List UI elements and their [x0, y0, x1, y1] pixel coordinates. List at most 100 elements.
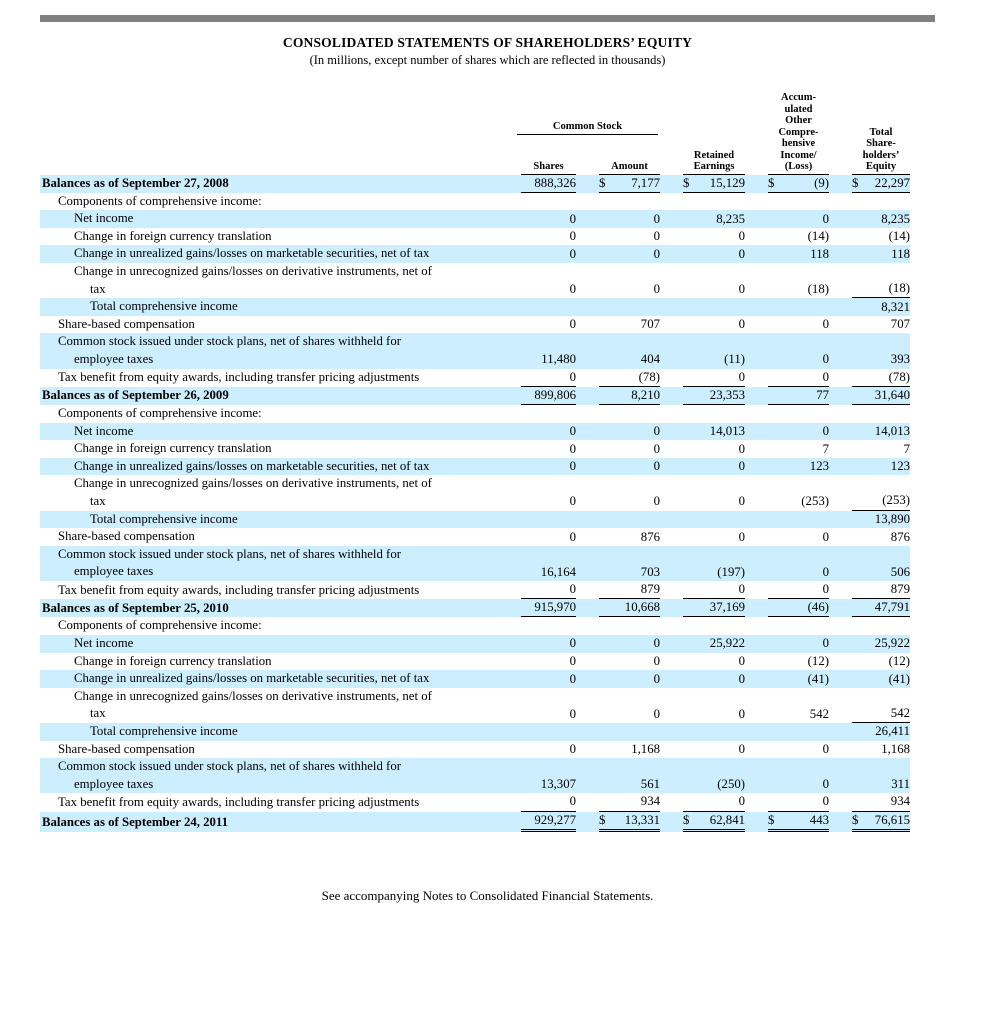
row-label-line: employee taxes: [74, 352, 154, 367]
cell-value: (14): [807, 229, 829, 244]
row-label: Total comprehensive income: [40, 511, 498, 529]
cell-value: 0: [569, 741, 576, 756]
cell-value: 707: [890, 317, 910, 332]
cell-value: 0: [738, 653, 745, 668]
dollar-sign: $: [768, 812, 775, 827]
row-label: Components of comprehensive income:: [40, 617, 498, 635]
table-row: Common stock issued under stock plans, n…: [40, 333, 910, 369]
cell-value: (18): [807, 282, 829, 297]
value-cell: $13,331: [576, 812, 660, 832]
col-header-line: ulated: [784, 103, 813, 115]
col-header-line: Share-: [866, 138, 896, 149]
value-cell: 0: [660, 228, 745, 245]
value-cell: [660, 618, 745, 635]
cell-value: 0: [653, 211, 660, 226]
value-cell: 311: [829, 776, 910, 793]
table-row: Change in unrecognized gains/losses on d…: [40, 688, 910, 723]
row-label-line: Balances as of September 27, 2008: [42, 176, 229, 191]
col-header-line: Income/: [780, 149, 817, 161]
value-cell: 31,640: [829, 387, 910, 406]
value-cell: [745, 405, 829, 422]
row-label-line: tax: [90, 706, 106, 721]
cell-value: 0: [569, 706, 576, 721]
value-cell: 8,235: [660, 211, 745, 228]
value-cell: 37,169: [660, 599, 745, 618]
cell-value: 26,411: [875, 724, 910, 739]
value-cell: [660, 723, 745, 740]
cell-value: [683, 511, 745, 528]
cell-value: [683, 723, 745, 740]
cell-value: (41): [807, 671, 829, 686]
value-cell: $7,177: [576, 175, 660, 193]
col-header-line: Earnings: [693, 161, 735, 172]
table-row: Share-based compensation 0 707 0 0 707: [40, 316, 910, 334]
table-row: Balances as of September 24, 2011 929,27…: [40, 811, 910, 832]
cell-value: 0: [683, 369, 745, 387]
value-cell: 16,164: [498, 564, 576, 581]
cell-value: 707: [640, 317, 660, 332]
table-row: Share-based compensation 0 1,168 0 0 1,168: [40, 741, 910, 759]
col-header-line: hensive: [781, 138, 816, 149]
cell-value: 0: [569, 653, 576, 668]
cell-value: 0: [521, 369, 576, 387]
cell-value: 7: [903, 441, 910, 456]
value-cell: 0: [660, 281, 745, 298]
table-row: Change in unrealized gains/losses on mar…: [40, 670, 910, 688]
cell-value: [852, 405, 910, 422]
value-cell: (78): [576, 369, 660, 387]
cell-value: 0: [569, 636, 576, 651]
cell-value: [599, 511, 660, 528]
cell-value: 0: [653, 706, 660, 721]
row-label-line: Change in unrealized gains/losses on mar…: [74, 671, 430, 686]
cell-value: 0: [822, 741, 829, 756]
value-cell: 0: [576, 423, 660, 440]
value-cell: 7: [829, 441, 910, 458]
value-cell: 0: [660, 741, 745, 758]
row-label: Tax benefit from equity awards, includin…: [40, 582, 498, 600]
row-label-line: Change in unrealized gains/losses on mar…: [74, 458, 430, 473]
row-label-line: Total comprehensive income: [90, 299, 238, 314]
value-cell: (14): [829, 228, 910, 245]
cell-value: (12): [888, 653, 910, 668]
value-cell: 876: [576, 529, 660, 546]
value-cell: 0: [498, 211, 576, 228]
row-label: Total comprehensive income: [40, 298, 498, 316]
col-header-line: Amount: [611, 161, 648, 172]
cell-value: 0: [569, 246, 576, 261]
row-label: Tax benefit from equity awards, includin…: [40, 369, 498, 387]
top-divider: [40, 15, 935, 22]
value-cell: 0: [660, 793, 745, 812]
cell-value: 8,210: [599, 387, 660, 406]
value-cell: 0: [498, 671, 576, 688]
cell-value: [768, 193, 829, 210]
value-cell: 0: [660, 581, 745, 600]
row-label: Change in unrecognized gains/losses on d…: [40, 263, 498, 298]
cell-number: 22,297: [874, 175, 910, 190]
row-label-line: Share-based compensation: [58, 741, 195, 756]
row-label: Change in foreign currency translation: [40, 228, 498, 246]
value-cell: 0: [576, 653, 660, 670]
cell-number: 62,841: [709, 812, 745, 827]
table-row: Change in foreign currency translation 0…: [40, 228, 910, 246]
cell-value: 876: [640, 529, 660, 544]
common-stock-subcolumns: Shares Amount: [498, 161, 660, 175]
col-header-retained-earnings: Retained Earnings: [660, 150, 745, 175]
cell-value: (18): [852, 280, 910, 299]
cell-value: [599, 723, 660, 740]
cell-value: 8,235: [716, 211, 745, 226]
row-label-line: Change in foreign currency translation: [74, 653, 272, 668]
value-cell: 0: [660, 316, 745, 333]
table-row: Components of comprehensive income:: [40, 193, 910, 211]
row-label: Share-based compensation: [40, 741, 498, 759]
cell-value: $13,331: [599, 812, 660, 832]
row-label: Balances as of September 25, 2010: [40, 600, 498, 618]
value-cell: 0: [576, 211, 660, 228]
value-cell: 13,307: [498, 776, 576, 793]
value-cell: 13,890: [829, 511, 910, 528]
cell-value: [599, 299, 660, 316]
value-cell: 0: [498, 581, 576, 600]
value-cell: 0: [498, 529, 576, 546]
cell-value: 118: [810, 246, 829, 261]
dollar-sign: $: [852, 175, 859, 190]
cell-value: 11,480: [541, 352, 576, 367]
